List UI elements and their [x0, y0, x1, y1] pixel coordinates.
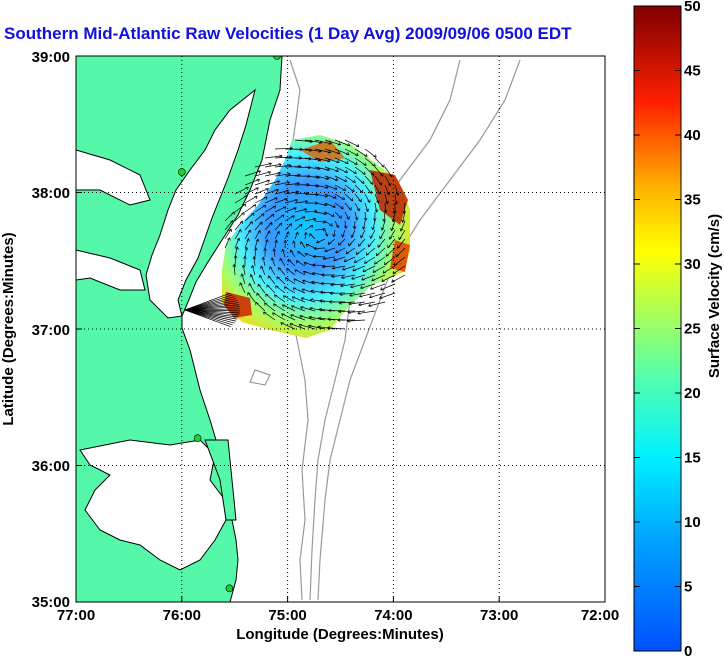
- y-tick-label: 39:00: [32, 49, 70, 66]
- radar-station-marker: [225, 584, 234, 593]
- colorbar-tick-label: 35: [684, 192, 701, 209]
- pamlico-sound: [79, 439, 227, 571]
- colorbar-tick-label: 45: [684, 63, 701, 80]
- x-axis-label: Longitude (Degrees:Minutes): [236, 626, 444, 643]
- colorbar-tick-label: 5: [684, 579, 692, 596]
- x-tick-label: 77:00: [57, 607, 95, 624]
- map-title: Southern Mid-Atlantic Raw Velocities (1 …: [4, 24, 572, 43]
- x-tick-label: 74:00: [374, 607, 412, 624]
- colorbar-tick-label: 50: [684, 0, 701, 15]
- tick-marks: [76, 192, 500, 602]
- y-tick-label: 38:00: [32, 185, 70, 202]
- potomac-river: [76, 149, 151, 206]
- x-tick-label: 75:00: [268, 607, 306, 624]
- x-tick-label: 76:00: [163, 607, 201, 624]
- radar-station-marker: [273, 56, 281, 60]
- map-plot-area: [76, 56, 605, 602]
- colorbar-tick-label: 10: [684, 514, 701, 531]
- y-tick-label: 35:00: [32, 594, 70, 611]
- colorbar-tick-marks: [634, 5, 681, 652]
- y-tick-label: 37:00: [32, 322, 70, 339]
- radar-stations: [178, 56, 281, 593]
- radar-station-marker: [193, 434, 202, 443]
- colorbar: [633, 5, 682, 652]
- james-river: [76, 249, 146, 291]
- y-axis-label: Latitude (Degrees:Minutes): [0, 232, 17, 425]
- colorbar-tick-label: 20: [684, 385, 701, 402]
- x-tick-label: 73:00: [480, 607, 518, 624]
- colorbar-tick-label: 15: [684, 450, 701, 467]
- colorbar-tick-label: 25: [684, 321, 701, 338]
- velocity-vectors: [184, 139, 407, 330]
- colorbar-label: Surface Velocity (cm/s): [706, 214, 723, 378]
- x-tick-label: 72:00: [581, 607, 619, 624]
- chesapeake-bay: [145, 88, 256, 319]
- colorbar-tick-label: 40: [684, 127, 701, 144]
- y-tick-label: 36:00: [32, 458, 70, 475]
- outer-banks: [204, 439, 237, 521]
- colorbar-tick-label: 0: [684, 643, 692, 659]
- grid: [76, 56, 605, 602]
- radar-station-marker: [178, 168, 186, 176]
- colorbar-tick-label: 30: [684, 256, 701, 273]
